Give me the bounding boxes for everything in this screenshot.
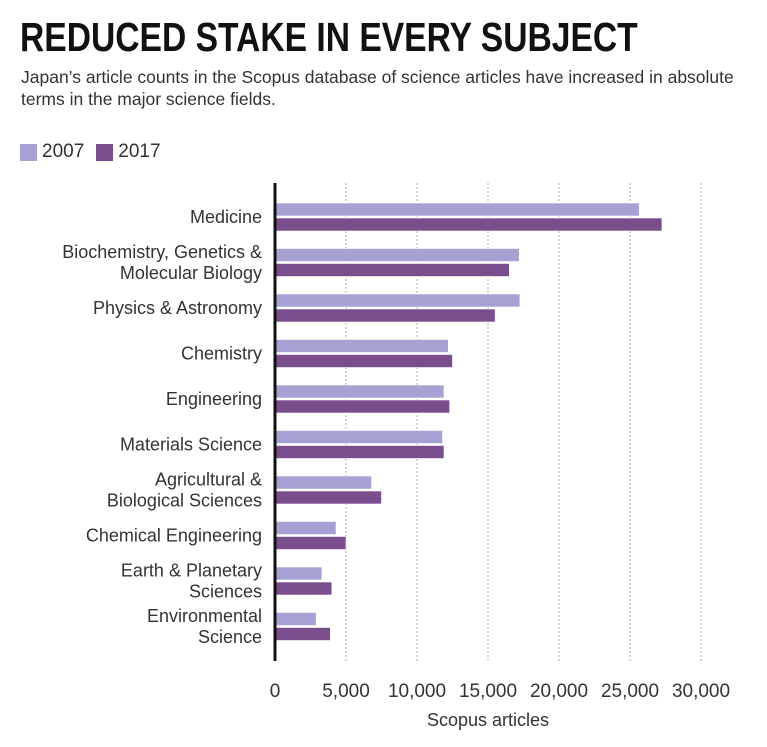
category-label: Engineering	[166, 389, 262, 409]
category-label: Earth & Planetary	[121, 561, 262, 581]
legend-label-2007: 2007	[42, 141, 85, 162]
bar-2007	[274, 612, 317, 626]
x-tick-label: 5,000	[322, 681, 370, 702]
bar-2017	[274, 399, 450, 414]
x-tick-label: 20,000	[530, 681, 588, 702]
bar-2007	[274, 475, 372, 490]
category-label: Chemistry	[181, 344, 262, 364]
chart-subtitle: Japan’s article counts in the Scopus dat…	[21, 67, 734, 109]
legend-label-2017: 2017	[118, 141, 161, 162]
x-tick-label: 25,000	[601, 681, 659, 702]
category-label: Science	[198, 627, 262, 647]
legend-item-2017: 2017	[96, 141, 161, 163]
bar-2017	[274, 263, 510, 277]
bar-2017	[274, 445, 445, 459]
legend-swatch-2017	[96, 143, 114, 161]
legend: 2007 2017	[20, 141, 173, 163]
category-label: Environmental	[147, 606, 262, 626]
bar-2017	[274, 627, 331, 641]
bar-2017	[274, 581, 333, 596]
bar-2007	[274, 430, 443, 444]
bar-2017	[274, 308, 496, 323]
bar-2017	[274, 490, 382, 505]
x-tick-label: 10,000	[388, 681, 446, 702]
category-label: Molecular Biology	[120, 263, 262, 283]
bar-2007	[274, 384, 445, 399]
legend-swatch-2007	[20, 143, 37, 161]
category-label: Sciences	[189, 582, 262, 602]
category-label: Biological Sciences	[107, 491, 262, 511]
category-label: Agricultural &	[155, 470, 262, 490]
category-label: Biochemistry, Genetics &	[62, 242, 262, 262]
x-tick-label: 15,000	[459, 681, 517, 702]
bar-2017	[274, 354, 453, 368]
category-label: Medicine	[190, 207, 262, 227]
category-label: Chemical Engineering	[86, 526, 262, 546]
bar-2007	[274, 521, 337, 535]
x-tick-label: 0	[270, 681, 281, 702]
x-tick-label: 30,000	[672, 681, 730, 702]
bar-2017	[274, 217, 663, 232]
x-axis-label: Scopus articles	[427, 710, 549, 730]
category-label: Physics & Astronomy	[93, 298, 262, 318]
legend-item-2007: 2007	[20, 141, 84, 163]
bar-2007	[274, 566, 323, 581]
bar-2017	[274, 536, 347, 550]
bar-2007	[274, 339, 449, 353]
bar-2007	[274, 293, 521, 308]
category-label: Materials Science	[120, 435, 262, 455]
chart-title: REDUCED STAKE IN EVERY SUBJECT	[20, 14, 638, 60]
bar-2007	[274, 248, 520, 262]
bar-2007	[274, 202, 640, 217]
